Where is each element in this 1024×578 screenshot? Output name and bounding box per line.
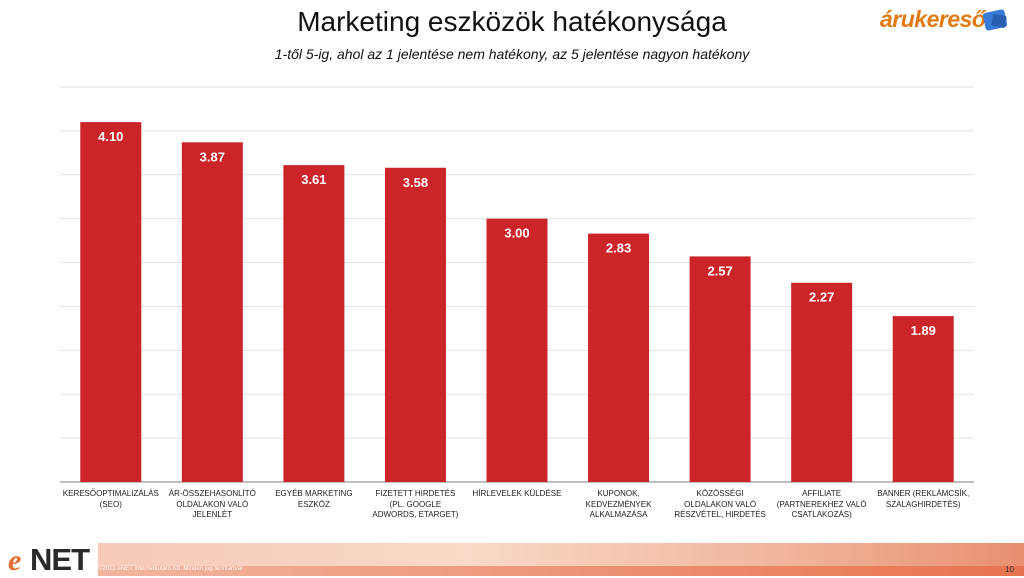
bar-7 bbox=[689, 256, 751, 482]
category-label-1: KERESŐOPTIMALIZÁLÁS (SEO) bbox=[62, 489, 159, 509]
bar-8 bbox=[791, 282, 853, 482]
bar-9 bbox=[892, 316, 954, 482]
bar-6 bbox=[588, 233, 650, 482]
enet-logo-net: NET bbox=[30, 542, 90, 577]
page-number: 10 bbox=[1005, 565, 1014, 574]
bar-4 bbox=[384, 167, 446, 482]
data-label-9: 1.89 bbox=[911, 323, 936, 338]
bar-3 bbox=[283, 165, 345, 482]
chart-subtitle: 1-től 5-ig, ahol az 1 jelentése nem haté… bbox=[274, 46, 750, 62]
enet-logo-e: e bbox=[8, 544, 22, 577]
category-label-8: AFFILIATE (PARTNEREKHEZ VALÓ CSATLAKOZÁS… bbox=[776, 489, 867, 519]
category-label-7: KÖZÖSSÉGI OLDALAKON VALÓ RÉSZVÉTEL, HIRD… bbox=[674, 489, 766, 519]
arukereso-logo: árukereső bbox=[880, 6, 1010, 38]
data-label-1: 4.10 bbox=[98, 129, 123, 144]
category-label-9: BANNER (REKLÁMCSÍK, SZALAGHIRDETÉS) bbox=[877, 489, 970, 509]
data-label-2: 3.87 bbox=[200, 149, 225, 164]
bar-1 bbox=[80, 122, 142, 482]
copyright-text: ©2013 eNET Internetkutató Kft. Minden jo… bbox=[98, 566, 243, 572]
data-labels: 4.10 3.87 3.61 3.58 3.00 2.83 2.57 2.27 1.89 bbox=[98, 129, 936, 338]
data-label-3: 3.61 bbox=[301, 172, 326, 187]
data-label-7: 2.57 bbox=[707, 263, 732, 278]
category-label-2: ÁR-ÖSSZEHASONLÍTÓ OLDALAKON VALÓ JELENLÉ… bbox=[168, 489, 256, 519]
data-label-5: 3.00 bbox=[504, 226, 529, 241]
chart-title: Marketing eszközök hatékonysága bbox=[297, 6, 727, 37]
enet-logo: e NET bbox=[4, 542, 96, 577]
bar-5 bbox=[486, 218, 548, 482]
category-label-5: HÍRLEVELEK KÜLDÉSE bbox=[472, 489, 562, 498]
bars bbox=[80, 122, 954, 483]
footer-strip bbox=[98, 566, 1024, 576]
category-label-6: KUPONOK, KEDVEZMÉNYEK ALKALMAZÁSA bbox=[585, 489, 652, 519]
category-label-4: FIZETETT HIRDETÉS (PL. GOOGLE ADWORDS, E… bbox=[372, 489, 459, 519]
data-label-6: 2.83 bbox=[606, 241, 631, 256]
logo-text: árukereső bbox=[880, 6, 986, 32]
data-label-4: 3.58 bbox=[403, 175, 428, 190]
category-label-3: EGYÉB MARKETING ESZKÖZ bbox=[275, 489, 353, 509]
bar-2 bbox=[181, 142, 243, 483]
data-label-8: 2.27 bbox=[809, 290, 834, 305]
